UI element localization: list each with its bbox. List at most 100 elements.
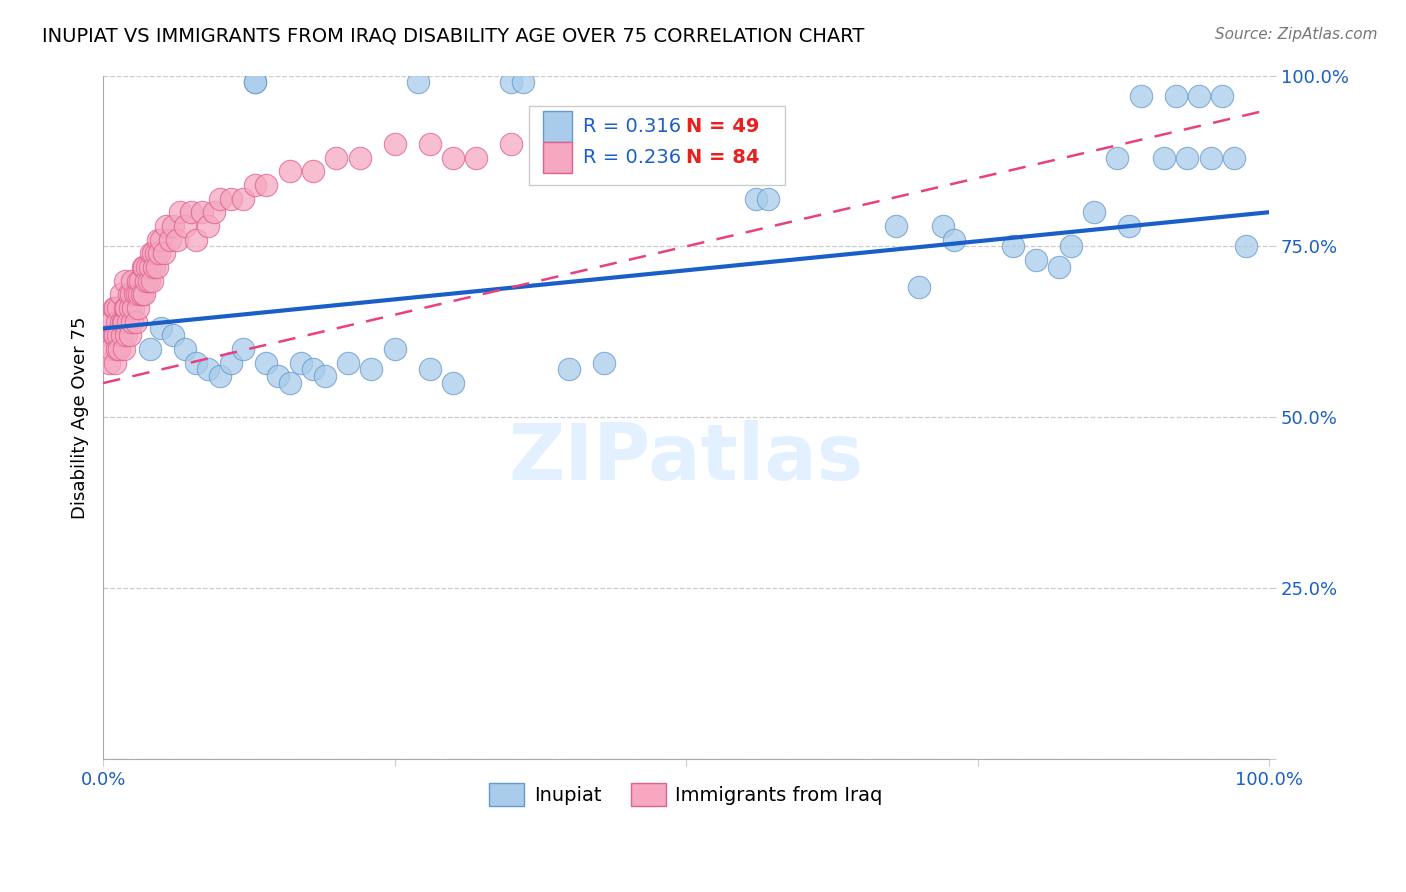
Point xyxy=(186,233,208,247)
Point xyxy=(127,274,149,288)
Point xyxy=(349,151,371,165)
Point xyxy=(232,342,254,356)
Point xyxy=(141,274,163,288)
Point xyxy=(139,342,162,356)
Point xyxy=(145,260,167,274)
Point xyxy=(166,233,188,247)
Point xyxy=(173,219,195,233)
Point xyxy=(756,192,779,206)
Point xyxy=(120,287,142,301)
Point xyxy=(129,274,152,288)
Point xyxy=(943,233,966,247)
Point xyxy=(127,301,149,315)
Point xyxy=(1060,239,1083,253)
Text: N = 84: N = 84 xyxy=(686,148,759,167)
Text: R = 0.316: R = 0.316 xyxy=(583,117,682,136)
Point xyxy=(254,355,277,369)
Point xyxy=(441,151,464,165)
Point xyxy=(139,260,162,274)
Point xyxy=(117,315,139,329)
Point xyxy=(132,260,155,274)
Point xyxy=(145,246,167,260)
Point xyxy=(150,233,173,247)
Point xyxy=(107,301,129,315)
Point xyxy=(384,136,406,151)
Point xyxy=(534,136,557,151)
Point xyxy=(110,287,132,301)
Point xyxy=(384,342,406,356)
Point xyxy=(745,192,768,206)
Point xyxy=(110,315,132,329)
FancyBboxPatch shape xyxy=(543,142,572,173)
Point xyxy=(125,315,148,329)
Point xyxy=(169,205,191,219)
Point xyxy=(104,328,127,343)
Point xyxy=(142,246,165,260)
Point xyxy=(112,342,135,356)
Point xyxy=(908,280,931,294)
Point xyxy=(221,192,243,206)
Point xyxy=(1188,89,1211,103)
Point xyxy=(501,75,523,89)
Point xyxy=(162,328,184,343)
Point xyxy=(191,205,214,219)
Point xyxy=(155,219,177,233)
Point xyxy=(121,315,143,329)
Point xyxy=(128,287,150,301)
Point xyxy=(186,355,208,369)
Point xyxy=(1129,89,1152,103)
Point xyxy=(146,233,169,247)
Point xyxy=(104,301,127,315)
Point xyxy=(1118,219,1140,233)
Point xyxy=(336,355,359,369)
Point xyxy=(115,328,138,343)
Point xyxy=(180,205,202,219)
Point xyxy=(173,342,195,356)
Point xyxy=(243,75,266,89)
Point xyxy=(1199,151,1222,165)
Point xyxy=(419,136,441,151)
Point xyxy=(1164,89,1187,103)
Point xyxy=(150,321,173,335)
Point xyxy=(100,342,122,356)
Point xyxy=(884,219,907,233)
Point xyxy=(132,260,155,274)
Point xyxy=(1223,151,1246,165)
Point xyxy=(135,274,157,288)
Point xyxy=(1025,253,1047,268)
Point xyxy=(1083,205,1105,219)
Point xyxy=(162,219,184,233)
Point xyxy=(1177,151,1199,165)
Point xyxy=(419,362,441,376)
Point xyxy=(132,287,155,301)
Point xyxy=(131,287,153,301)
Point xyxy=(243,75,266,89)
Point xyxy=(136,260,159,274)
Y-axis label: Disability Age Over 75: Disability Age Over 75 xyxy=(72,316,89,518)
Point xyxy=(254,178,277,192)
Point xyxy=(1047,260,1070,274)
Point xyxy=(232,192,254,206)
Point xyxy=(108,342,131,356)
Point xyxy=(103,328,125,343)
Point xyxy=(512,75,534,89)
Point xyxy=(103,301,125,315)
Text: ZIPatlas: ZIPatlas xyxy=(509,420,863,496)
Point xyxy=(143,260,166,274)
Point xyxy=(118,287,141,301)
Point xyxy=(1211,89,1233,103)
Point xyxy=(112,315,135,329)
Point xyxy=(465,151,488,165)
Point xyxy=(208,192,231,206)
Point xyxy=(202,205,225,219)
Text: Source: ZipAtlas.com: Source: ZipAtlas.com xyxy=(1215,27,1378,42)
Text: R = 0.236: R = 0.236 xyxy=(583,148,682,167)
Point xyxy=(159,233,181,247)
Point xyxy=(114,274,136,288)
Point xyxy=(290,355,312,369)
Point xyxy=(125,287,148,301)
Point xyxy=(1153,151,1175,165)
Point xyxy=(558,151,581,165)
Point xyxy=(302,362,325,376)
Text: INUPIAT VS IMMIGRANTS FROM IRAQ DISABILITY AGE OVER 75 CORRELATION CHART: INUPIAT VS IMMIGRANTS FROM IRAQ DISABILI… xyxy=(42,27,865,45)
